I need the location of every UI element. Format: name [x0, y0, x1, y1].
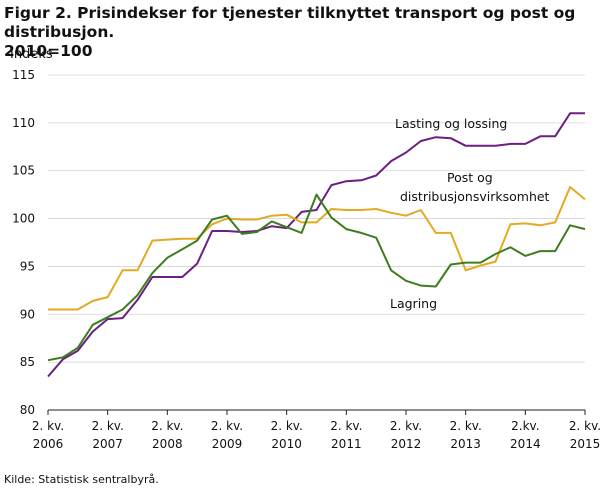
series-line-1	[48, 186, 586, 311]
y-tick-90: 90	[20, 307, 35, 321]
x-tick-year-2006: 2006	[33, 437, 64, 451]
x-tick-year-2010: 2010	[271, 437, 302, 451]
y-tick-110: 110	[12, 116, 35, 130]
x-tick-quarter-2009: 2. kv.	[211, 419, 243, 433]
x-tick-quarter-2007: 2. kv.	[92, 419, 124, 433]
x-tick-quarter-2012: 2. kv.	[390, 419, 422, 433]
x-tick-year-2014: 2014	[510, 437, 541, 451]
x-tick-year-2015: 2015	[570, 437, 601, 451]
gridlines	[48, 74, 585, 411]
annotation-post-line2: distribusjonsvirksomhet	[400, 189, 550, 204]
y-tick-85: 85	[20, 355, 35, 369]
annotation-lasting: Lasting og lossing	[395, 116, 507, 131]
y-tick-100: 100	[12, 212, 35, 226]
y-tick-105: 105	[12, 164, 35, 178]
chart-title: Figur 2. Prisindekser for tjenester tilk…	[4, 4, 604, 61]
x-tick-quarter-2013: 2. kv.	[450, 419, 482, 433]
x-tick-quarter-2015: 2. kv.	[569, 419, 601, 433]
x-tick-quarter-2011: 2. kv.	[330, 419, 362, 433]
chart-title-line1: Figur 2. Prisindekser for tjenester tilk…	[4, 4, 576, 41]
y-tick-80: 80	[20, 403, 35, 417]
series-annotations: Lasting og lossing Post og distribusjons…	[390, 116, 550, 311]
x-tick-quarter-2010: 2. kv.	[271, 419, 303, 433]
x-tick-year-2012: 2012	[391, 437, 422, 451]
x-tick-quarter-2014: 2.kv.	[511, 419, 539, 433]
y-tick-115: 115	[12, 68, 35, 82]
x-tick-year-2013: 2013	[450, 437, 481, 451]
series-line-2	[47, 193, 586, 362]
x-tick-year-2011: 2011	[331, 437, 362, 451]
series-line-0	[47, 112, 585, 378]
x-tick-quarter-2006: 2. kv.	[32, 419, 64, 433]
y-tick-95: 95	[20, 259, 35, 273]
annotation-post-line1: Post og	[447, 170, 493, 185]
x-tick-labels: 2. kv. 2006 2. kv. 2007 2. kv. 2008 2. kv. 2009…	[32, 410, 601, 451]
x-tick-year-2008: 2008	[152, 437, 183, 451]
y-tick-labels: 80 85 90 95 100 105 110 115	[12, 68, 35, 417]
x-tick-year-2009: 2009	[212, 437, 243, 451]
x-tick-year-2007: 2007	[92, 437, 123, 451]
chart-title-line2: 2010=100	[4, 42, 93, 60]
series-lines	[47, 112, 586, 378]
y-axis-label: Indeks	[10, 47, 53, 62]
x-tick-quarter-2008: 2. kv.	[151, 419, 183, 433]
source-note: Kilde: Statistisk sentralbyrå.	[4, 473, 159, 486]
annotation-lagring: Lagring	[390, 296, 437, 311]
